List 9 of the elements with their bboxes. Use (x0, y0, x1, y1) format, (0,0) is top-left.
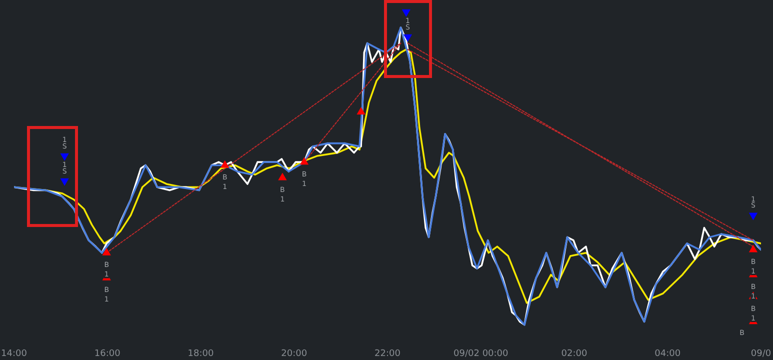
x-tick-label: 09/02 00:00 (454, 348, 509, 359)
x-tick-label: 14:00 (1, 348, 28, 359)
x-tick-label: 18:00 (188, 348, 214, 359)
x-tick-label: 22:00 (374, 348, 401, 359)
x-tick-label: 16:00 (94, 348, 121, 359)
x-tick-label: 04:00 (654, 348, 681, 359)
x-tick-label: 02:00 (561, 348, 588, 359)
x-tick-label: 20:00 (281, 348, 308, 359)
x-tick-label: 09/0 (750, 348, 772, 359)
